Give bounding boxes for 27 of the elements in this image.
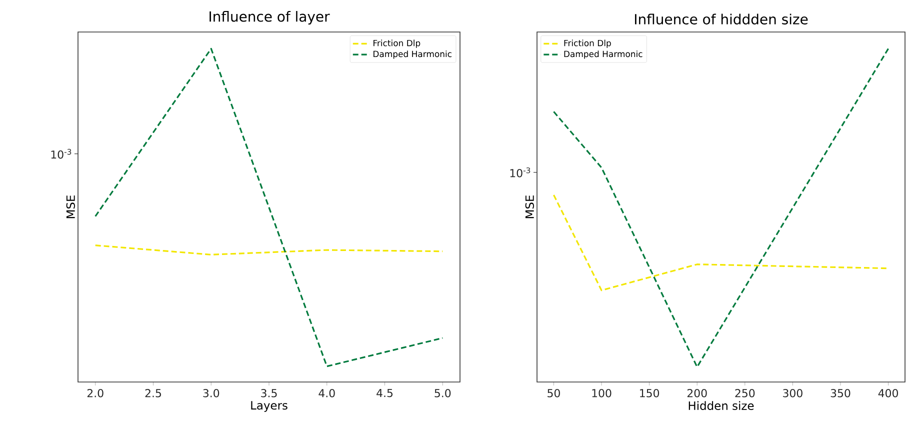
chart-title: Influence of layer bbox=[210, 10, 330, 24]
x-tick-label: 350 bbox=[830, 389, 850, 398]
x-tick-label: 2.5 bbox=[145, 389, 161, 398]
x-tick-label: 3.0 bbox=[203, 389, 220, 398]
x-tick-label: 250 bbox=[735, 389, 755, 398]
legend-label: Damped Harmonic bbox=[564, 50, 642, 59]
x-tick-label: 100 bbox=[592, 389, 612, 398]
x-tick-label: 4.5 bbox=[376, 389, 393, 398]
text: 10$^{-3}$ bbox=[510, 167, 530, 178]
x-axis-title: Hidden size bbox=[688, 401, 754, 410]
x-axis-title: Layers bbox=[251, 401, 288, 412]
legend-label: Damped Harmonic bbox=[374, 50, 452, 59]
x-tick-label: 2.0 bbox=[87, 389, 104, 398]
x-tick-label: 5.0 bbox=[434, 389, 451, 398]
x-tick-label: 4.0 bbox=[318, 389, 335, 398]
y-axis-title: MSE bbox=[525, 196, 534, 218]
x-tick-label: 50 bbox=[548, 389, 560, 398]
text: 10$^{-3}$ bbox=[51, 148, 72, 159]
x-tick-label: 200 bbox=[687, 389, 707, 398]
legend-label: Friction Dlp bbox=[564, 40, 611, 48]
legend-label: Friction Dlp bbox=[374, 40, 420, 48]
chart-title: Influence of hiddden size bbox=[635, 14, 808, 24]
x-tick-label: 150 bbox=[640, 389, 660, 398]
x-tick-label: 3.5 bbox=[261, 389, 277, 398]
x-tick-label: 400 bbox=[878, 389, 898, 398]
y-axis-title: MSE bbox=[66, 196, 75, 218]
x-tick-label: 300 bbox=[783, 389, 802, 398]
